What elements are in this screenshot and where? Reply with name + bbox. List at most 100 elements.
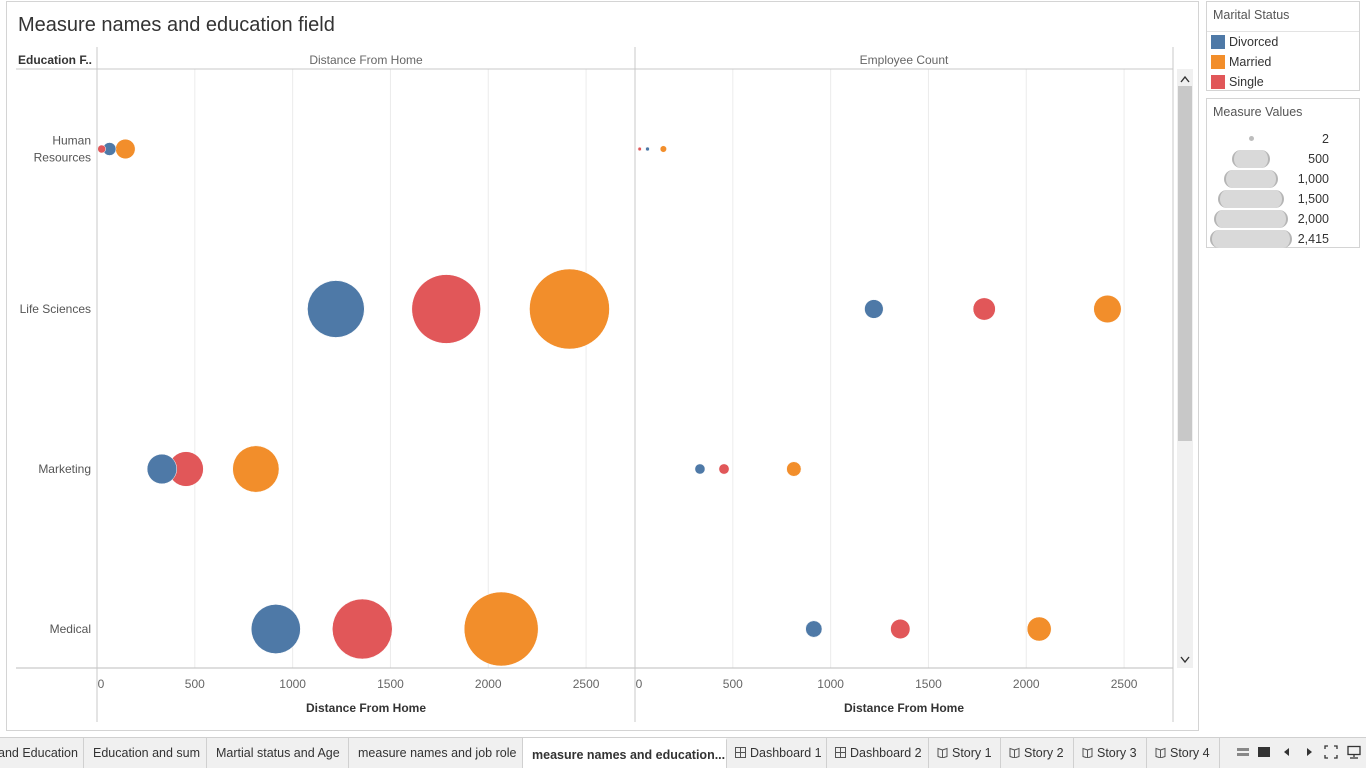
- size-legend-label: 1,000: [1297, 172, 1329, 186]
- size-legend-label: 2: [1322, 132, 1329, 146]
- size-legend-item: 2,415: [1207, 229, 1357, 249]
- tab-story-3[interactable]: Story 3: [1074, 738, 1147, 768]
- size-legend-label: 500: [1308, 152, 1329, 166]
- scroll-up-icon[interactable]: [1180, 75, 1190, 83]
- filmstrip-icon[interactable]: [1257, 745, 1271, 759]
- fit-icon[interactable]: [1324, 745, 1338, 759]
- row-label: Marketing: [38, 462, 91, 476]
- bubble-chart: Education F.. Distance From Home Employee …: [16, 47, 1193, 722]
- legend-title-measure-values: Measure Values: [1213, 105, 1303, 119]
- size-legend-shape: [1224, 170, 1278, 188]
- size-legend-shape: [1249, 136, 1254, 141]
- page-title: Measure names and education field: [18, 14, 335, 36]
- tab-measure-names-and-education[interactable]: measure names and education...: [523, 738, 727, 768]
- size-legend-item: 2: [1207, 129, 1357, 149]
- legend-swatch: [1211, 75, 1225, 89]
- bubble-divorced: [307, 280, 365, 338]
- size-legend-label: 1,500: [1297, 192, 1329, 206]
- column-header: Distance From Home: [309, 53, 423, 67]
- row-label: Human: [52, 134, 91, 148]
- scroll-down-icon[interactable]: [1180, 656, 1190, 664]
- tab-dashboard-2[interactable]: Dashboard 2: [827, 738, 929, 768]
- bubble-married: [115, 138, 136, 160]
- tab-measure-names-and-job-role[interactable]: measure names and job role: [349, 738, 523, 768]
- prev-sheet-icon[interactable]: [1280, 745, 1294, 759]
- legend-label: Single: [1229, 75, 1264, 89]
- tab-label: Story 3: [1097, 746, 1137, 760]
- x-tick-label: 1500: [377, 677, 404, 691]
- row-label: Resources: [34, 151, 91, 165]
- tab-label: Dashboard 2: [850, 746, 922, 760]
- bubble-married: [786, 461, 802, 477]
- bubble-married: [659, 145, 667, 153]
- next-sheet-icon[interactable]: [1302, 745, 1316, 759]
- bubble-single: [97, 144, 106, 154]
- bubble-single: [972, 297, 996, 321]
- bubble-single: [411, 274, 481, 344]
- legend-divider: [1207, 31, 1359, 32]
- size-legend-item: 1,000: [1207, 169, 1357, 189]
- x-tick-label: 500: [723, 677, 743, 691]
- size-legend-shape: [1218, 190, 1284, 208]
- size-legend-item: 500: [1207, 149, 1357, 169]
- worksheet-view: Measure names and education field Educat…: [6, 1, 1199, 731]
- measure-values-legend: Measure Values 2 500 1,000 1,500 2,000 2,415: [1206, 98, 1360, 248]
- presentation-icon[interactable]: [1346, 745, 1361, 759]
- size-legend-item: 1,500: [1207, 189, 1357, 209]
- legend-label: Divorced: [1229, 35, 1279, 49]
- tab-story-1[interactable]: Story 1: [929, 738, 1001, 768]
- x-tick-label: 1000: [279, 677, 306, 691]
- tab-label: Story 4: [1170, 746, 1210, 760]
- story-icon: [1009, 747, 1020, 759]
- bubble-single: [637, 146, 642, 152]
- sheet-tab-bar: and Education Education and sum Martial st…: [0, 737, 1366, 768]
- tab-label: and Education: [0, 746, 78, 760]
- dashboard-icon: [735, 747, 746, 758]
- tab-label: measure names and education...: [532, 748, 726, 762]
- tab-education-and-sum[interactable]: Education and sum: [84, 738, 207, 768]
- tab-and-education[interactable]: and Education: [0, 738, 84, 768]
- bubble-single: [332, 598, 393, 660]
- sheet-sorter-icon[interactable]: [1236, 745, 1250, 759]
- x-axis-title: Distance From Home: [844, 701, 964, 715]
- size-legend-shape: [1232, 150, 1270, 168]
- bubble-divorced: [250, 604, 301, 654]
- tab-story-4[interactable]: Story 4: [1147, 738, 1220, 768]
- size-legend-item: 2,000: [1207, 209, 1357, 229]
- legend-swatch: [1211, 55, 1225, 69]
- scrollbar-thumb[interactable]: [1178, 86, 1192, 441]
- tab-martial-status-and-age[interactable]: Martial status and Age: [207, 738, 349, 768]
- tab-label: Story 2: [1024, 746, 1064, 760]
- tab-label: Story 1: [952, 746, 992, 760]
- row-label: Medical: [50, 622, 91, 636]
- bubble-married: [1026, 616, 1052, 642]
- tab-dashboard-1[interactable]: Dashboard 1: [727, 738, 827, 768]
- row-label: Life Sciences: [20, 302, 91, 316]
- x-tick-label: 1000: [817, 677, 844, 691]
- bubble-married: [529, 268, 610, 350]
- bubble-married: [232, 445, 280, 493]
- tab-label: Martial status and Age: [216, 746, 340, 760]
- bubble-divorced: [864, 299, 884, 319]
- bubble-single: [890, 619, 911, 639]
- legend-label: Married: [1229, 55, 1272, 69]
- tab-label: Dashboard 1: [750, 746, 822, 760]
- size-legend-label: 2,415: [1297, 232, 1329, 246]
- marital-status-legend: Marital Status Divorced Married Single: [1206, 1, 1360, 91]
- bubble-divorced: [645, 146, 650, 152]
- bubble-divorced: [694, 463, 706, 475]
- x-tick-label: 2500: [1111, 677, 1138, 691]
- x-tick-label: 2000: [475, 677, 502, 691]
- bubble-divorced: [146, 453, 178, 485]
- size-legend-label: 2,000: [1297, 212, 1329, 226]
- bubble-divorced: [805, 620, 823, 638]
- tab-story-2[interactable]: Story 2: [1001, 738, 1074, 768]
- tab-label: Education and sum: [93, 746, 201, 760]
- legend-title-marital-status: Marital Status: [1213, 8, 1290, 22]
- x-axis-title: Distance From Home: [306, 701, 426, 715]
- column-header: Employee Count: [860, 53, 949, 67]
- dashboard-icon: [835, 747, 846, 758]
- row-header-title: Education F..: [18, 53, 92, 67]
- x-tick-label: 0: [98, 677, 105, 691]
- legend-swatch: [1211, 35, 1225, 49]
